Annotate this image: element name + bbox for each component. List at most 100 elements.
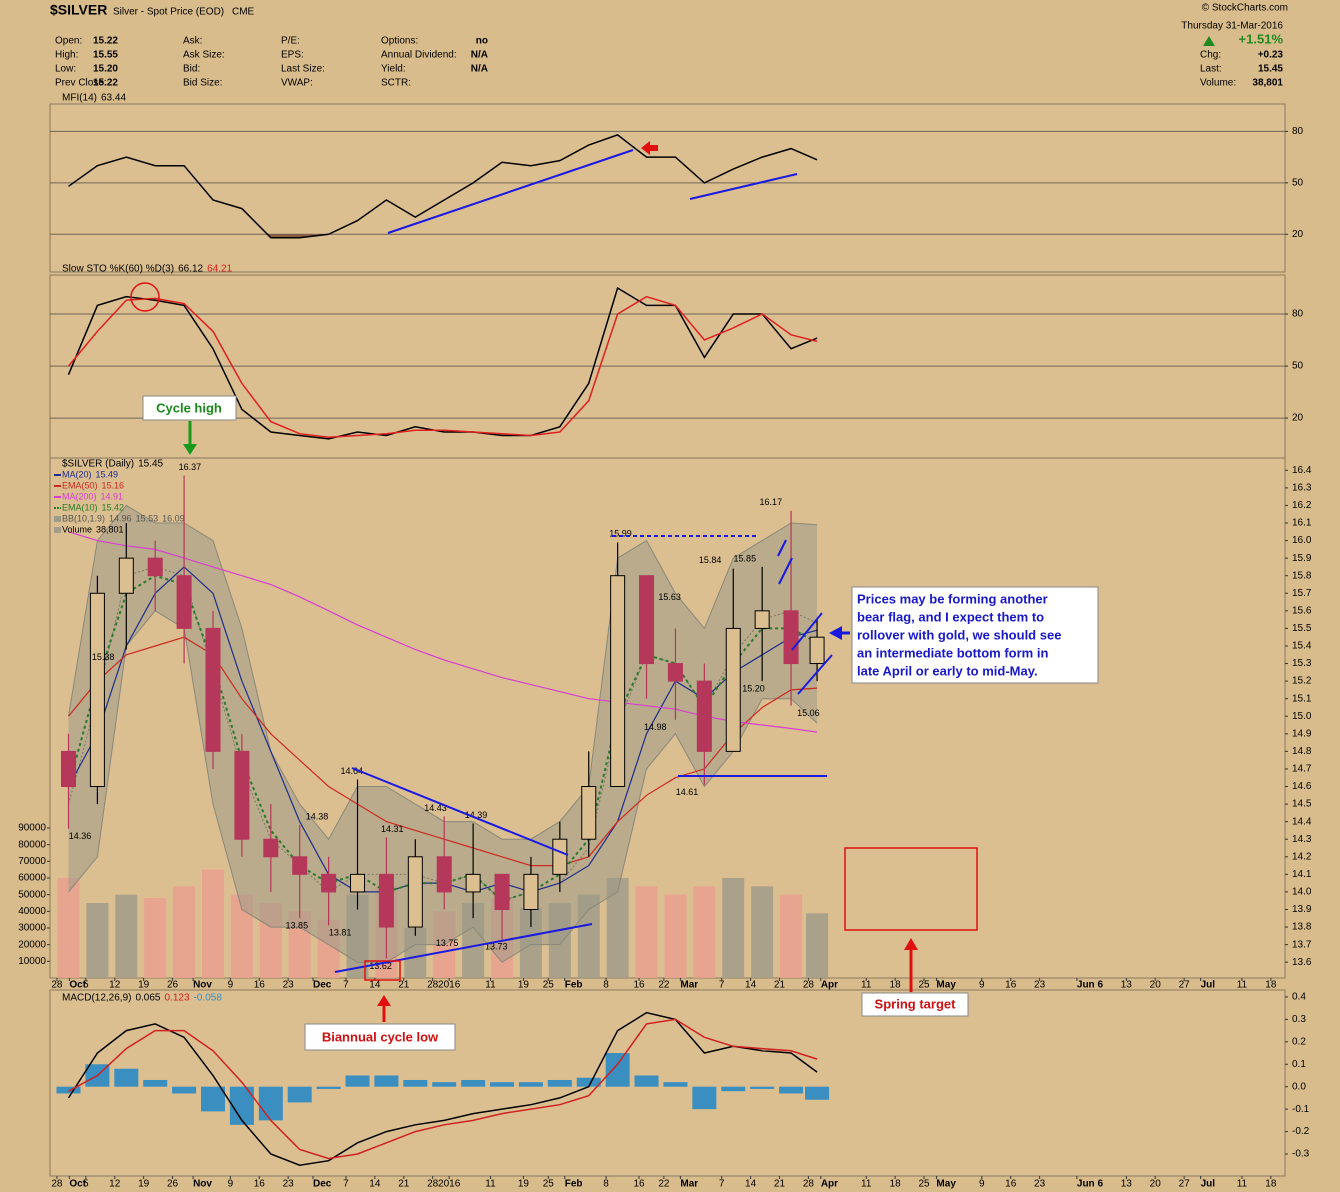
x-tick-label: 12 [109, 1179, 121, 1190]
x-tick-label: 8 [603, 1179, 609, 1190]
x-tick-label: 25 [918, 1179, 930, 1190]
candle-body [292, 856, 308, 875]
y-tick-label: 16.4 [1292, 465, 1312, 476]
up-arrow [1203, 36, 1215, 46]
y-tick-label: 40000 [18, 906, 46, 917]
candle-body [465, 873, 481, 893]
x-tick-label: 16 [254, 1179, 266, 1190]
macd-histogram-bar [634, 1075, 659, 1087]
candle-body [581, 786, 597, 840]
y-tick-label: 14.5 [1292, 799, 1312, 810]
volume-bar [115, 894, 138, 978]
legend-swatch [54, 527, 61, 533]
stat-label: EPS: [281, 50, 304, 61]
stat-label: Prev Close: [55, 78, 107, 89]
stat-label: Ask: [183, 36, 202, 47]
date: Thursday 31-Mar-2016 [1181, 21, 1283, 32]
flag-line [791, 612, 823, 651]
x-tick-label: 19 [518, 1179, 530, 1190]
price-label: 15.84 [699, 555, 722, 565]
y-tick-label: 14.4 [1292, 816, 1312, 827]
x-tick-label: 11 [1237, 1179, 1248, 1190]
x-tick-label: Oct [69, 980, 86, 991]
y-tick-label: 16.3 [1292, 483, 1312, 494]
stat-value: 15.22 [93, 78, 118, 89]
volume-bar [780, 894, 803, 978]
y-tick-label: 80 [1292, 309, 1304, 320]
x-tick-label: Oct [69, 1179, 86, 1190]
y-tick-label: 15.2 [1292, 676, 1312, 687]
x-tick-label: 11 [861, 1179, 872, 1190]
price-label: 15.63 [658, 592, 681, 602]
legend-name: MA(20) [62, 469, 92, 479]
x-tick-label: 14 [745, 980, 757, 991]
x-tick-label: 25 [543, 1179, 555, 1190]
x-tick-label: 20 [1150, 980, 1162, 991]
trendline [387, 149, 634, 234]
y-tick-label: 16.0 [1292, 535, 1312, 546]
y-tick-label: 14.6 [1292, 781, 1312, 792]
volume-bar [144, 898, 167, 978]
price-label: 16.17 [760, 497, 783, 507]
macd-histogram-bar [518, 1082, 543, 1087]
y-tick-label: 14.3 [1292, 834, 1312, 845]
change-pct: +1.51% [1239, 31, 1284, 46]
note-line: bear flag, and I expect them to [857, 609, 1044, 624]
macd-histogram-bar [374, 1075, 399, 1087]
x-tick-label: Apr [821, 1179, 838, 1190]
y-tick-label: 13.8 [1292, 922, 1312, 933]
x-tick-label: 18 [1265, 1179, 1277, 1190]
legend-text: 16.09 [162, 513, 185, 523]
stat-label: Last Size: [281, 64, 325, 75]
x-tick-label: 23 [283, 980, 295, 991]
x-tick-label: Mar [680, 980, 698, 991]
x-tick-label: 28 [803, 980, 815, 991]
legend-value: 15.49 [96, 469, 119, 479]
x-tick-label: 7 [719, 1179, 725, 1190]
x-tick-label: 16 [254, 980, 266, 991]
y-tick-label: 0.1 [1292, 1059, 1306, 1070]
x-tick-label: 19 [138, 980, 150, 991]
indicator-title: MFI(14) [62, 93, 97, 104]
y-tick-label: 50000 [18, 889, 46, 900]
x-tick-label: Jul [1201, 1179, 1216, 1190]
price-label: 14.61 [676, 787, 699, 797]
trendline [334, 923, 593, 973]
cycle-high-box [142, 395, 237, 421]
volume-bar [806, 913, 829, 978]
macd-histogram-bar [750, 1086, 775, 1089]
candle-body [89, 592, 105, 788]
x-tick-label: 14 [745, 1179, 757, 1190]
legend-text: 15.53 [136, 513, 159, 523]
legend-value: 63.44 [101, 93, 126, 104]
price-label: 16.37 [179, 462, 202, 472]
stat-label: Options: [381, 36, 418, 47]
symbol: $SILVER [50, 2, 107, 18]
stat-label: Ask Size: [183, 50, 225, 61]
quote-label: Chg: [1200, 50, 1221, 61]
volume-bar [693, 886, 716, 978]
legend-text: 38,801 [96, 524, 124, 534]
y-tick-label: 80 [1292, 126, 1304, 137]
y-tick-label: 16.1 [1292, 518, 1312, 529]
stat-value: 15.20 [93, 64, 118, 75]
macd-histogram-bar [403, 1079, 428, 1087]
flag-line [778, 557, 793, 585]
legend-value: 15.45 [138, 459, 163, 470]
y-tick-label: 15.9 [1292, 553, 1312, 564]
spring-target-arrowhead [904, 938, 918, 950]
volume-bar [57, 878, 80, 978]
x-tick-label: 9 [228, 980, 234, 991]
x-tick-label: May [936, 1179, 956, 1190]
stat-label: SCTR: [381, 78, 411, 89]
candle-body [552, 838, 568, 875]
x-tick-label: 27 [1179, 980, 1191, 991]
x-tick-label: 21 [398, 980, 410, 991]
x-tick-label: 14 [369, 980, 381, 991]
y-tick-label: 15.6 [1292, 605, 1312, 616]
legend-value: 15.42 [102, 502, 125, 512]
y-tick-label: 90000 [18, 823, 46, 834]
x-tick-label: 25 [918, 980, 930, 991]
macd-histogram-bar [605, 1053, 630, 1087]
macd-histogram-bar [258, 1086, 283, 1121]
